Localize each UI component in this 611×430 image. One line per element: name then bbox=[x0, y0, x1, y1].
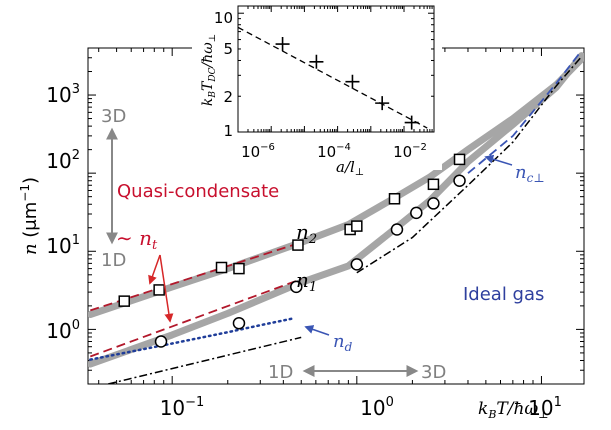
inset-y-axis-label: kBTDC/ħω⊥ bbox=[200, 34, 218, 106]
inset-y-tick-label-2: 2 bbox=[223, 88, 233, 106]
inset-ticks bbox=[237, 6, 435, 133]
y-tick-label-1: 100 bbox=[46, 318, 80, 343]
y-axis-label: n (μm−1) bbox=[18, 177, 41, 255]
data-point-n1 bbox=[350, 258, 364, 271]
inset-y-tick-label-1: 1 bbox=[223, 122, 233, 140]
inset-y-tick-label-10: 10 bbox=[214, 9, 233, 27]
data-point-n1 bbox=[410, 206, 423, 220]
data-point-n2 bbox=[233, 262, 245, 275]
label-nt: ∼ nt bbox=[116, 226, 158, 253]
arrow-nd bbox=[304, 325, 330, 336]
arrow-nc bbox=[484, 154, 513, 166]
data-point-n2 bbox=[351, 220, 363, 232]
series-line-n_t-1 bbox=[89, 278, 302, 358]
inset-plot-area bbox=[237, 5, 435, 133]
label-1d-left: 1D bbox=[101, 250, 126, 271]
data-point-n1 bbox=[290, 280, 303, 294]
data-point-n1 bbox=[232, 316, 246, 330]
label-1d-bottom: 1D bbox=[268, 362, 293, 383]
label-ideal-gas: Ideal gas bbox=[463, 284, 544, 305]
inset-data-point bbox=[404, 115, 419, 130]
series-line-n_c⊥-0 bbox=[467, 50, 583, 174]
label-3d-bottom: 3D bbox=[421, 362, 446, 383]
series-line-n_d-0 bbox=[89, 317, 295, 361]
data-point-n2 bbox=[153, 284, 165, 296]
label-3d-top: 3D bbox=[101, 106, 126, 127]
data-point-n2 bbox=[292, 239, 304, 251]
arrow-nt-lower bbox=[159, 254, 174, 323]
inset-fit-line bbox=[238, 26, 428, 129]
inset-series bbox=[238, 26, 428, 130]
inset-data-point bbox=[345, 74, 360, 89]
x-axis-label: kBT/ħω⊥ bbox=[478, 399, 549, 421]
y-tick-label-100: 102 bbox=[46, 148, 80, 173]
main-ticks bbox=[88, 47, 584, 385]
data-point-n1 bbox=[390, 223, 404, 236]
data-point-n2 bbox=[118, 295, 130, 307]
data-point-n1 bbox=[453, 174, 466, 187]
label-quasi-condensate: Quasi-condensate bbox=[117, 181, 279, 202]
series-line-ideal-0 bbox=[108, 336, 302, 384]
arrow-nt-upper bbox=[148, 254, 161, 285]
inset-data-point bbox=[309, 54, 324, 69]
inset-y-tick-label-5: 5 bbox=[223, 40, 233, 58]
data-point-n2 bbox=[427, 178, 440, 191]
data-point-n1 bbox=[427, 197, 440, 210]
data-point-n2 bbox=[453, 153, 466, 166]
data-point-n2 bbox=[388, 193, 401, 205]
inset-chart: 10 5 2 1 10−6 10−4 10−2 a/l⊥ kBTDC/ħω⊥ bbox=[192, 0, 442, 178]
inset-data-point bbox=[375, 96, 390, 111]
y-tick-label-1000: 103 bbox=[46, 82, 80, 107]
main-markers bbox=[118, 153, 466, 348]
series-line-n1-thick-0 bbox=[88, 52, 584, 368]
data-point-n1 bbox=[154, 335, 168, 348]
x-tick-label-0.1: 10−1 bbox=[160, 395, 205, 420]
x-tick-label-1: 100 bbox=[360, 395, 394, 420]
data-point-n2 bbox=[215, 261, 228, 274]
y-tick-label-10: 101 bbox=[46, 233, 80, 258]
series-line-ideal-1 bbox=[356, 56, 583, 274]
inset-data-point bbox=[275, 37, 290, 52]
